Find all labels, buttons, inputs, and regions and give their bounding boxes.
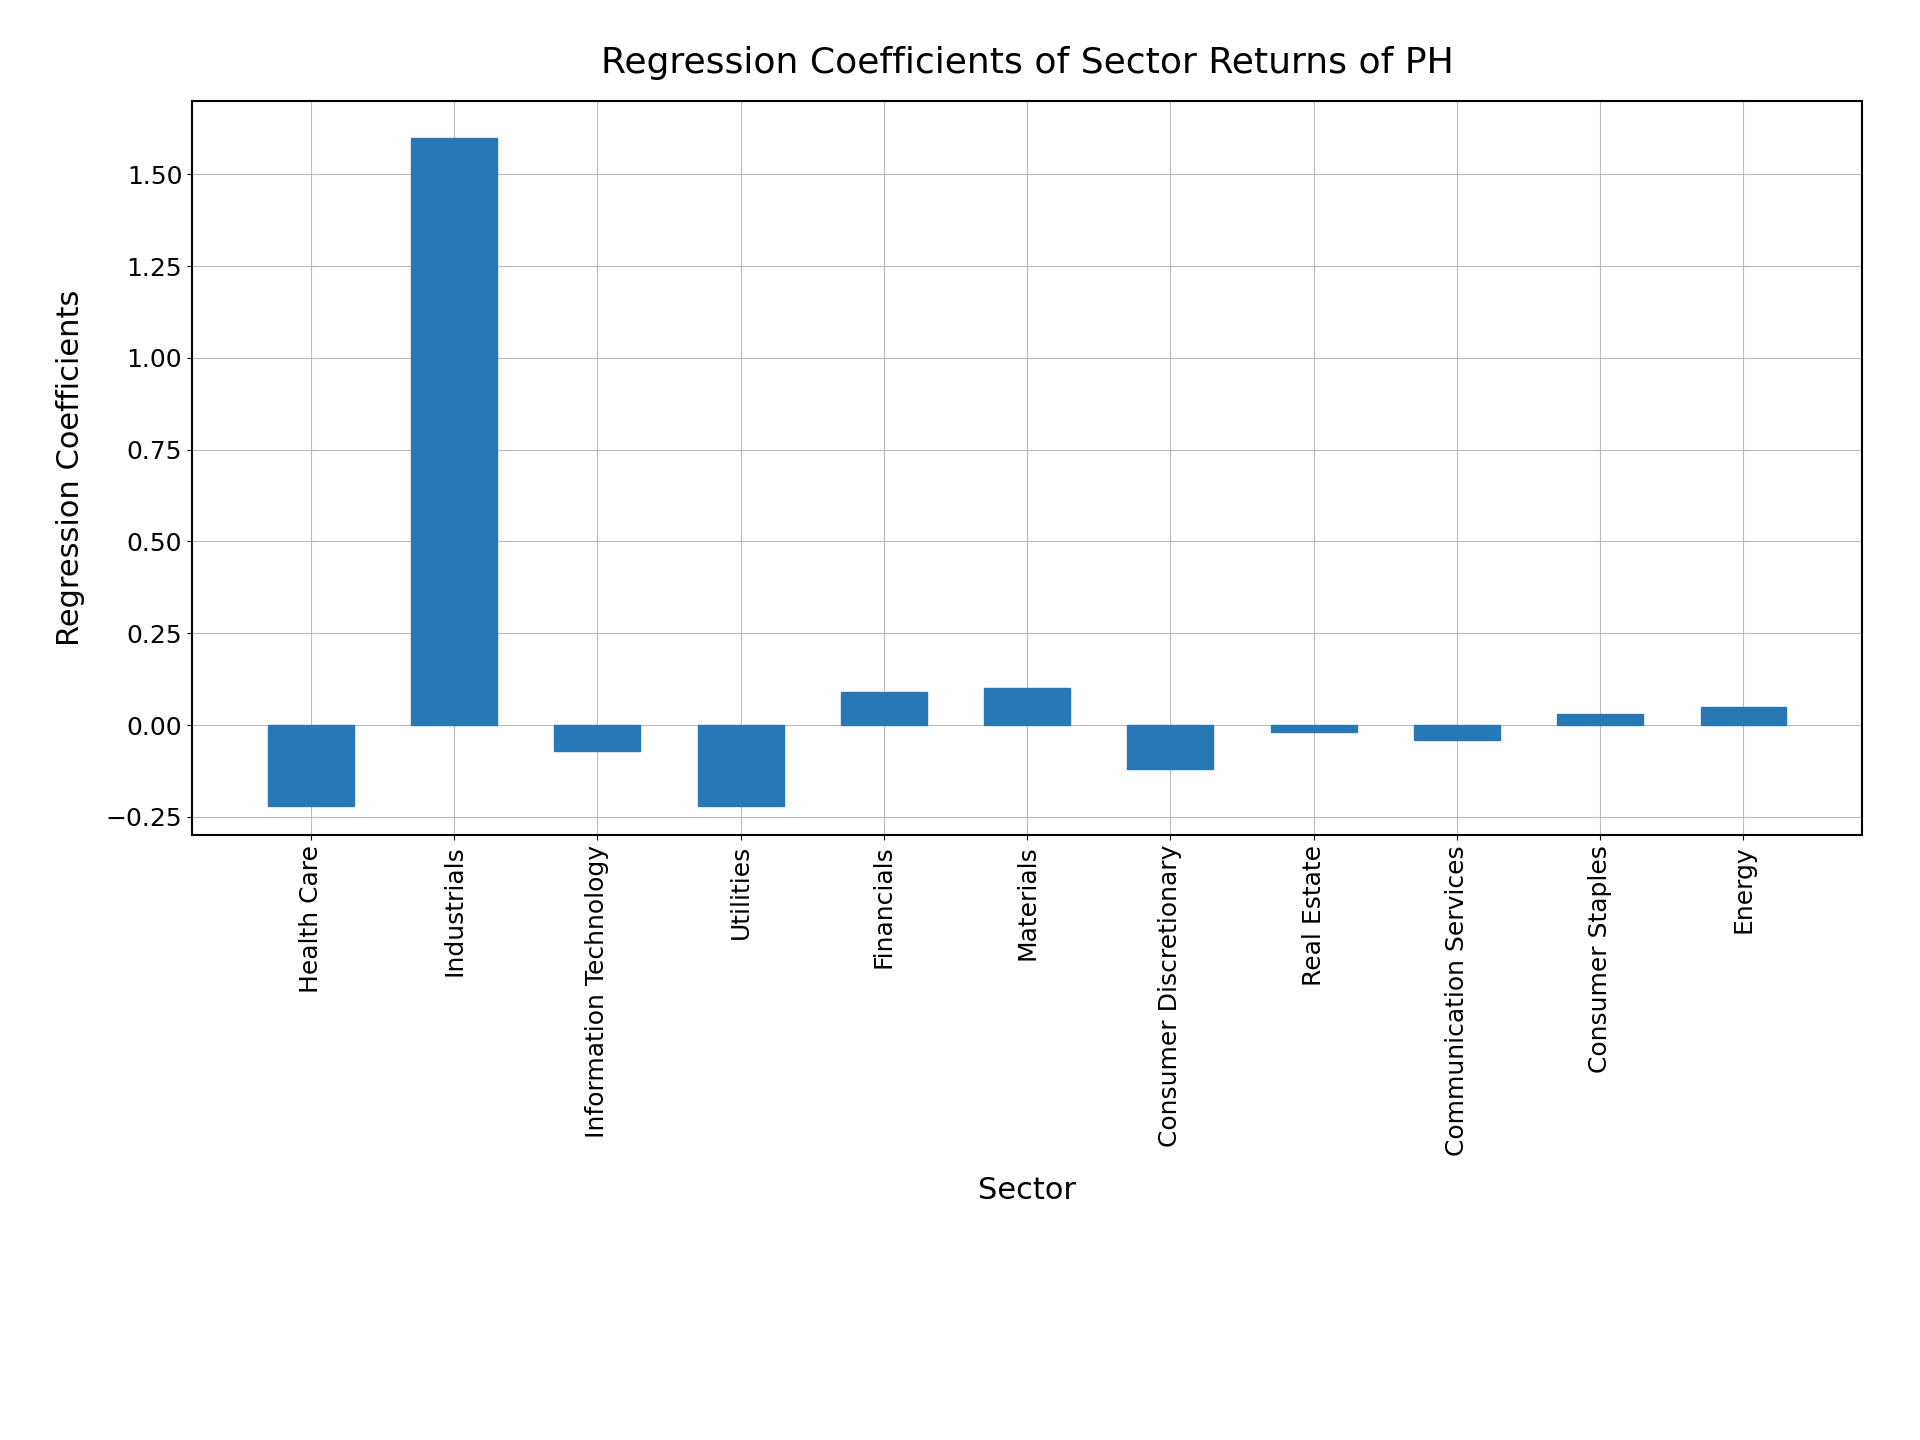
Bar xyxy=(985,688,1069,724)
Bar xyxy=(411,137,497,724)
Y-axis label: Regression Coefficients: Regression Coefficients xyxy=(56,289,84,647)
Bar xyxy=(1413,724,1500,740)
Bar xyxy=(1127,724,1213,769)
X-axis label: Sector: Sector xyxy=(977,1176,1077,1205)
Bar xyxy=(1271,724,1357,733)
Bar xyxy=(1701,707,1786,724)
Bar xyxy=(555,724,641,750)
Bar xyxy=(1557,714,1644,724)
Bar xyxy=(841,693,927,724)
Title: Regression Coefficients of Sector Returns of PH: Regression Coefficients of Sector Return… xyxy=(601,46,1453,81)
Bar xyxy=(269,724,353,806)
Bar xyxy=(697,724,783,806)
